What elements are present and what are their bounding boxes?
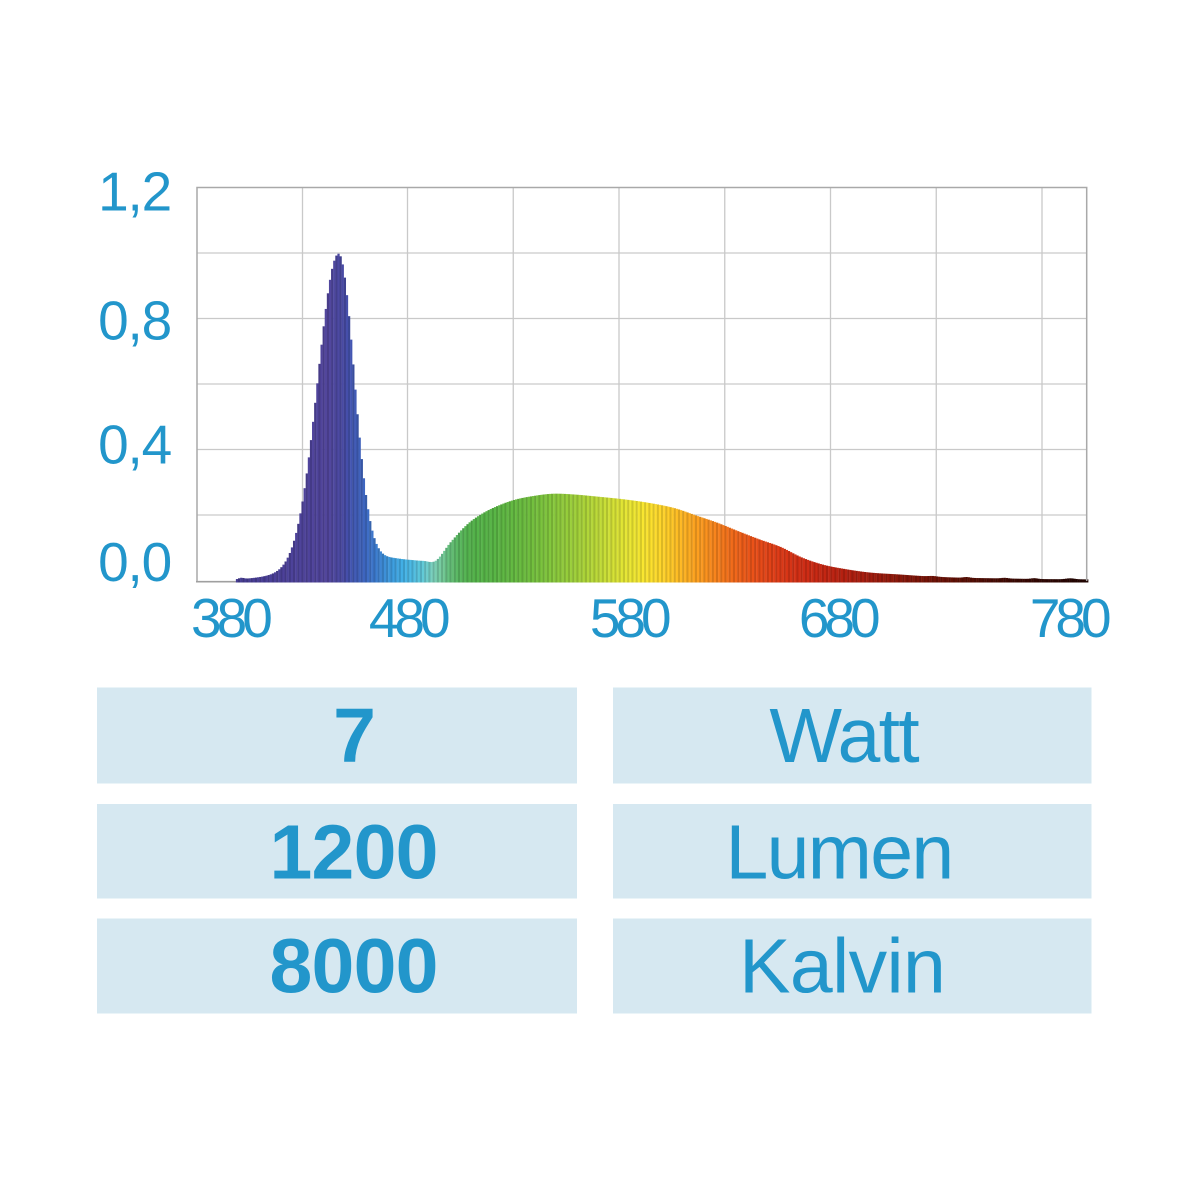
svg-text:380: 380 — [191, 587, 271, 649]
svg-text:Lumen: Lumen — [726, 809, 953, 895]
svg-text:0,8: 0,8 — [98, 290, 171, 352]
svg-text:780: 780 — [1030, 587, 1110, 649]
svg-text:1200: 1200 — [270, 809, 438, 895]
svg-text:Watt: Watt — [769, 693, 919, 779]
svg-text:480: 480 — [369, 587, 449, 649]
svg-text:580: 580 — [590, 587, 670, 649]
svg-text:0,0: 0,0 — [98, 531, 171, 593]
svg-text:Kalvin: Kalvin — [739, 924, 945, 1010]
svg-text:8000: 8000 — [270, 924, 438, 1010]
svg-text:0,4: 0,4 — [98, 414, 171, 476]
svg-text:680: 680 — [799, 587, 879, 649]
svg-text:1,2: 1,2 — [98, 161, 171, 223]
svg-text:7: 7 — [333, 693, 376, 779]
